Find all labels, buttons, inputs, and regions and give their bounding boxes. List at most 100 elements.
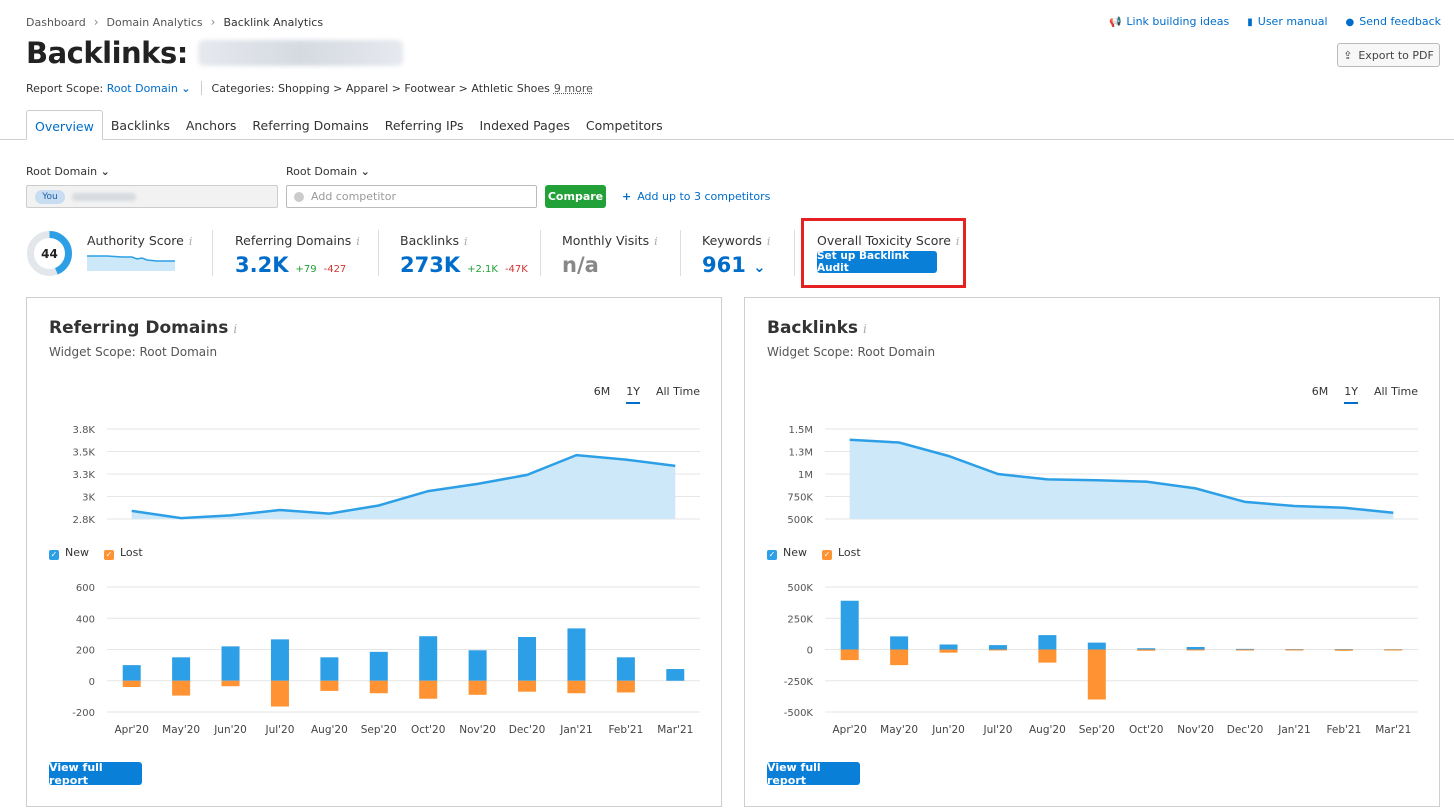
period-all-time[interactable]: All Time <box>1373 385 1418 398</box>
legend-lost-label: Lost <box>120 546 143 559</box>
bar-new <box>1236 648 1255 650</box>
widget-title-text: Referring Domains <box>49 318 229 338</box>
bar-lost <box>1038 649 1057 663</box>
x-tick-label: Jan'21 <box>559 724 592 736</box>
info-icon[interactable]: i <box>863 322 867 336</box>
bar-new <box>939 644 958 650</box>
widget-title-text: Backlinks <box>767 318 858 338</box>
info-icon[interactable]: i <box>463 235 468 248</box>
checkbox-icon: ✓ <box>822 550 832 560</box>
info-icon[interactable]: i <box>233 322 238 336</box>
x-tick-label: Oct'20 <box>1129 724 1163 736</box>
x-tick-label: Dec'20 <box>1227 724 1264 736</box>
top-links: 📢 Link building ideas ▮ User manual ● Send … <box>1109 15 1441 28</box>
bar-lost <box>1137 649 1156 651</box>
legend-lost[interactable]: ✓ Lost <box>822 546 861 560</box>
blurred-domain <box>197 40 403 66</box>
backlinks-label: Backlinks <box>400 233 459 248</box>
tab-backlinks[interactable]: Backlinks <box>110 118 170 133</box>
keywords-dropdown[interactable]: 961 ⌄ <box>702 253 766 277</box>
chart-legend: ✓ New ✓ Lost <box>767 546 861 560</box>
keywords-label: Keywords <box>702 233 762 248</box>
domain-scope-dropdown-2[interactable]: Root Domain ⌄ <box>286 165 370 178</box>
report-scope-dropdown[interactable]: Root Domain ⌄ <box>107 82 191 95</box>
add-competitors-link[interactable]: + Add up to 3 competitors <box>622 190 770 203</box>
y-tick-label: -200 <box>72 708 95 719</box>
bar-lost <box>1186 649 1205 651</box>
breadcrumb-domain-analytics[interactable]: Domain Analytics <box>106 15 203 29</box>
chat-bubble-icon: ● <box>1345 17 1355 28</box>
period-1y[interactable]: 1Y <box>1344 385 1358 404</box>
legend-new-label: New <box>65 546 89 559</box>
bar-lost <box>1236 649 1255 651</box>
bar-new <box>567 628 586 681</box>
authority-score-value: 44 <box>41 246 58 261</box>
divider <box>794 230 795 276</box>
dropdown-1-label: Root Domain <box>26 165 98 178</box>
legend-new-label: New <box>783 546 807 559</box>
y-tick-label: 600 <box>76 583 95 594</box>
backlinks-widget: Backlinks i Widget Scope: Root Domain 6M … <box>744 297 1440 807</box>
x-tick-label: Sep'20 <box>361 724 397 736</box>
link-building-ideas-link[interactable]: 📢 Link building ideas <box>1109 15 1229 28</box>
send-feedback-link[interactable]: ● Send feedback <box>1346 15 1441 28</box>
y-tick-label: 0 <box>807 646 813 657</box>
backlinks-value[interactable]: 273K <box>400 253 461 277</box>
x-tick-label: Apr'20 <box>832 724 866 736</box>
circle-icon <box>294 192 304 202</box>
y-tick-label: 3K <box>82 493 95 504</box>
referring-domains-value[interactable]: 3.2K <box>235 253 289 277</box>
compare-button[interactable]: Compare <box>545 185 606 208</box>
info-icon[interactable]: i <box>356 235 360 248</box>
bar-lost <box>270 680 289 707</box>
book-icon: ▮ <box>1247 17 1253 28</box>
x-tick-label: Mar'21 <box>1375 724 1411 736</box>
x-tick-label: Aug'20 <box>1029 724 1066 736</box>
bar-new <box>320 657 339 681</box>
domain-scope-dropdown-1[interactable]: Root Domain ⌄ <box>26 165 110 178</box>
breadcrumb-dashboard[interactable]: Dashboard <box>26 15 86 29</box>
x-tick-label: Jun'20 <box>213 724 247 736</box>
tab-referring-domains[interactable]: Referring Domains <box>252 118 369 133</box>
info-icon[interactable]: i <box>188 235 193 248</box>
widget-scope: Widget Scope: Root Domain <box>49 345 218 359</box>
checkbox-icon: ✓ <box>49 550 59 560</box>
period-selector: 6M 1Y All Time <box>594 385 700 404</box>
bar-new <box>988 645 1007 650</box>
tab-overview[interactable]: Overview <box>26 110 103 140</box>
y-tick-label: 0 <box>89 677 95 688</box>
tab-indexed-pages[interactable]: Indexed Pages <box>479 118 570 133</box>
legend-new[interactable]: ✓ New <box>49 546 89 560</box>
bar-new <box>518 637 537 681</box>
period-1y[interactable]: 1Y <box>626 385 640 404</box>
info-icon[interactable]: i <box>955 235 960 248</box>
tab-competitors[interactable]: Competitors <box>585 118 663 133</box>
period-6m[interactable]: 6M <box>593 385 611 398</box>
x-tick-label: Aug'20 <box>311 724 348 736</box>
legend-lost[interactable]: ✓ Lost <box>104 546 143 560</box>
tab-referring-ips[interactable]: Referring IPs <box>384 118 464 133</box>
tab-anchors[interactable]: Anchors <box>185 118 237 133</box>
info-icon[interactable]: i <box>766 235 771 248</box>
export-to-pdf-button[interactable]: ⇪ Export to PDF <box>1337 43 1440 67</box>
competitor-input[interactable]: Add competitor <box>286 185 537 208</box>
categories-more-link[interactable]: 9 more <box>553 81 593 95</box>
bar-lost <box>172 680 191 696</box>
toxicity-label: Overall Toxicity Score <box>817 233 951 248</box>
bar-new <box>1186 647 1205 650</box>
metric-referring-domains: Referring Domains i 3.2K +79 -427 <box>235 230 360 277</box>
view-full-report-button[interactable]: View full report <box>49 761 142 787</box>
user-manual-link[interactable]: ▮ User manual <box>1247 15 1327 28</box>
x-tick-label: Jun'20 <box>931 724 965 736</box>
legend-new[interactable]: ✓ New <box>767 546 807 560</box>
bar-new <box>369 651 388 681</box>
view-full-report-button[interactable]: View full report <box>767 761 860 787</box>
setup-backlink-audit-button[interactable]: Set up Backlink Audit <box>817 250 937 274</box>
widget-title: Referring Domains i <box>49 318 237 338</box>
info-icon[interactable]: i <box>654 235 658 248</box>
tabs-underline <box>0 139 1454 140</box>
referring-domains-chart: 2.8K 3K 3.3K 3.5K 3.8K -200 0 200 400 600 Apr'20 Ma… <box>72 425 700 736</box>
period-all-time[interactable]: All Time <box>655 385 700 398</box>
your-domain-field: You <box>26 185 278 208</box>
period-6m[interactable]: 6M <box>1311 385 1329 398</box>
